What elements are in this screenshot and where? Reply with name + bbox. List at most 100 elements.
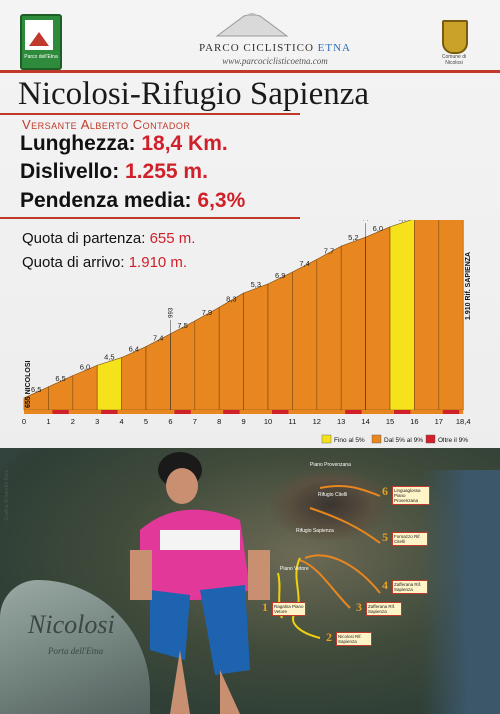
profile-segment: [72, 364, 98, 411]
waypoint-2-label: Nicolosi Rif. Sapienza: [336, 632, 372, 646]
elevation-profile-chart: 6,5 6,5 6,0 4,5 6,4 7,4 7,5 7,9 8,3 5,3 6,9 7,4 7,7 5…: [22, 220, 472, 444]
x-tick-label: 2: [71, 417, 75, 426]
profile-segment: [316, 245, 342, 411]
x-tick-label: 8: [217, 417, 221, 426]
profile-segment: [340, 236, 366, 411]
gradient-label: 6,4: [129, 345, 139, 354]
x-tick-label: 14: [361, 417, 369, 426]
crest-text: Comune di Nicolosi: [441, 54, 467, 66]
comune-crest-icon: [442, 20, 468, 54]
divider: [0, 217, 300, 219]
profile-segment: [170, 320, 196, 411]
divider: [0, 70, 500, 73]
profile-segment: [365, 226, 391, 411]
stat-elevation-gain: Dislivello: 1.255 m.: [20, 160, 208, 184]
gradient-label: 4,7: [397, 220, 407, 223]
gradient-label: 7,9: [202, 308, 212, 317]
versante-label: Versante: [22, 117, 78, 132]
gradient-label: 6,9: [275, 271, 285, 280]
parco-etna-logo: Parco dell'Etna: [20, 14, 62, 70]
logo-text: Parco dell'Etna: [24, 54, 58, 60]
legend-label: Fino al 5%: [334, 437, 365, 444]
profile-segment: [267, 271, 293, 411]
quota-value: 655 m.: [149, 230, 196, 247]
x-tick-label: 5: [144, 417, 148, 426]
park-name-b: ETNA: [317, 42, 351, 54]
profile-segment: [414, 220, 440, 411]
gradient-label: 7,7: [324, 246, 334, 255]
waypoint-5-label: Fornazzo Rif. Citelli: [392, 532, 428, 546]
x-tick-label: 9: [242, 417, 246, 426]
profile-segment: [121, 346, 147, 411]
stat-label: Dislivello:: [20, 160, 120, 183]
end-altitude: Quota di arrivo: 1.910 m.: [22, 254, 187, 271]
quota-label: Quota di arrivo:: [22, 254, 125, 271]
profile-segment: [145, 333, 171, 411]
x-tick-label: 1: [46, 417, 50, 426]
legend-swatch: [371, 434, 382, 444]
x-tick-label: 4: [120, 417, 124, 426]
park-name-a: PARCO CICLISTICO: [199, 42, 314, 54]
x-tick-label: 11: [289, 417, 297, 426]
axis-strip: [24, 410, 464, 414]
profile-segment: [243, 283, 269, 411]
page-title: Nicolosi-Rifugio Sapienza: [18, 76, 370, 112]
profile-segment: [292, 258, 318, 411]
stat-label: Lunghezza:: [20, 132, 136, 155]
waypoint-4-label: Zafferana Rif. Sapienza: [392, 580, 428, 594]
gradient-label: 6,0: [373, 224, 383, 233]
profile-segment: [438, 220, 464, 411]
x-tick-label: 16: [410, 417, 418, 426]
legend-swatch: [425, 434, 436, 444]
gradient-label: 5,2: [348, 233, 358, 242]
start-label: 655 NICOLOSI: [25, 360, 32, 408]
quota-value: 1.910 m.: [128, 254, 188, 271]
place-label: Piano Vetore: [280, 566, 309, 572]
website-link[interactable]: www.parcociclisticoetna.com: [222, 56, 328, 66]
stat-label: Pendenza media:: [20, 189, 192, 212]
x-tick-label: 6: [168, 417, 172, 426]
stat-length: Lunghezza: 18,4 Km.: [20, 132, 228, 156]
etna-summit: [270, 470, 390, 540]
waypoint-1: 1: [262, 600, 268, 614]
stat-value: 1.255 m.: [125, 160, 208, 183]
x-tick-label: 7: [193, 417, 197, 426]
legend-swatch: [321, 434, 332, 444]
altitude-mark-label: 993: [168, 307, 174, 318]
versante-name: Alberto Contador: [80, 117, 191, 132]
x-tick-label: 3: [95, 417, 99, 426]
gradient-label: 6,5: [55, 374, 65, 383]
x-tick-label: 12: [313, 417, 321, 426]
quota-label: Quota di partenza:: [22, 230, 146, 247]
divider: [0, 113, 300, 115]
waypoint-3-label: Zafferana Rif. Sapienza: [366, 602, 402, 616]
gradient-label: 7,4: [153, 334, 163, 343]
gradient-label: 7,5: [177, 321, 187, 330]
waypoint-5: 5: [382, 530, 388, 544]
sea: [420, 470, 500, 714]
waypoint-1-label: Ragalna Piano Vetore: [272, 602, 306, 616]
altitude-mark-label: 1.572: [364, 220, 370, 221]
steep-marker: [52, 410, 69, 414]
volcano-icon: [215, 13, 289, 37]
cyclist-image: [130, 452, 270, 714]
stone-sign-subtitle: Porta dell'Etna: [48, 646, 104, 656]
steep-marker: [272, 410, 289, 414]
gradient-label: 5,3: [251, 280, 261, 289]
gradient-label: 6,0: [80, 363, 90, 372]
steep-marker: [442, 410, 460, 414]
waypoint-6-label: Linguaglossa Piano Provenzana: [392, 486, 430, 505]
x-tick-label: 0: [22, 417, 26, 426]
steep-marker: [101, 410, 118, 414]
x-tick-label: 15: [386, 417, 394, 426]
park-name: PARCO CICLISTICO ETNA: [175, 42, 375, 54]
gradient-label: 4,5: [104, 352, 114, 361]
place-label: Rifugio Sapienza: [296, 528, 334, 534]
profile-segment: [96, 357, 122, 411]
profile-segment: [194, 306, 220, 411]
place-label: Rifugio Citelli: [318, 492, 348, 498]
start-altitude: Quota di partenza: 655 m.: [22, 230, 195, 247]
gradient-label: 8,3: [226, 294, 236, 303]
x-tick-label: 18,4: [456, 417, 471, 426]
waypoint-3: 3: [356, 600, 362, 614]
